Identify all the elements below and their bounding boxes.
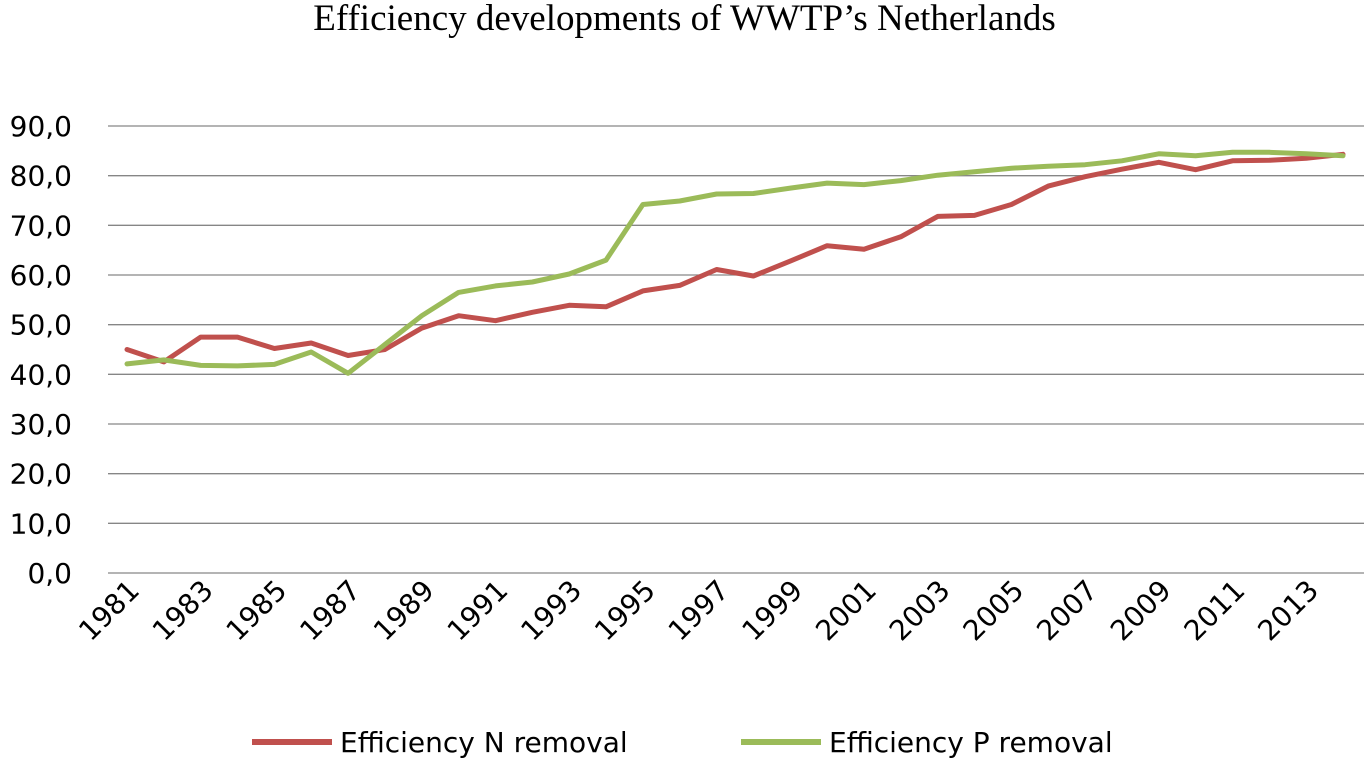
x-tick-label: 2011 — [1178, 574, 1252, 648]
y-tick-label: 10,0 — [10, 507, 72, 540]
x-tick-label: 1993 — [514, 574, 588, 648]
x-tick-label: 1983 — [146, 574, 220, 648]
y-tick-label: 70,0 — [10, 209, 72, 242]
x-tick-label: 1981 — [72, 574, 146, 648]
x-tick-label: 1989 — [367, 574, 441, 648]
x-tick-label: 2007 — [1030, 574, 1104, 648]
y-tick-label: 50,0 — [10, 309, 72, 342]
x-tick-label: 1995 — [588, 574, 662, 648]
legend-item: Efficiency N removal — [252, 726, 628, 759]
x-tick-label: 1985 — [220, 574, 294, 648]
x-tick-label: 2005 — [957, 574, 1031, 648]
gridlines — [108, 125, 1364, 574]
y-tick-label: 20,0 — [10, 458, 72, 491]
legend-item: Efficiency P removal — [741, 726, 1113, 759]
y-tick-label: 90,0 — [10, 110, 72, 143]
series-line-n-removal — [124, 151, 1346, 365]
x-tick-label: 1991 — [441, 574, 515, 648]
y-tick-label: 0,0 — [27, 557, 72, 590]
x-tick-label: 1987 — [293, 574, 367, 648]
y-tick-label: 40,0 — [10, 358, 72, 391]
x-axis-ticks: 1981 1983 1985 1987 1989 1991 1993 1995 1997 1999… — [72, 574, 1325, 648]
x-tick-label: 1999 — [735, 574, 809, 648]
x-tick-label: 1997 — [662, 574, 736, 648]
y-tick-label: 60,0 — [10, 259, 72, 292]
y-tick-label: 30,0 — [10, 408, 72, 441]
legend: Efficiency N removal Efficiency P removal — [252, 726, 1113, 759]
x-tick-label: 2009 — [1104, 574, 1178, 648]
series-line-p-removal — [124, 149, 1346, 376]
x-tick-label: 2013 — [1251, 574, 1325, 648]
y-tick-label: 80,0 — [10, 160, 72, 193]
legend-label: Efficiency N removal — [340, 726, 628, 759]
series-lines — [124, 149, 1346, 376]
chart-title: Efficiency developments of WWTP’s Nether… — [313, 0, 1056, 39]
y-axis-ticks: 0,0 10,0 20,0 30,0 40,0 50,0 60,0 70,0 80,0 90,0 — [10, 110, 72, 590]
x-tick-label: 2003 — [883, 574, 957, 648]
x-tick-label: 2001 — [809, 574, 883, 648]
legend-label: Efficiency P removal — [829, 726, 1113, 759]
